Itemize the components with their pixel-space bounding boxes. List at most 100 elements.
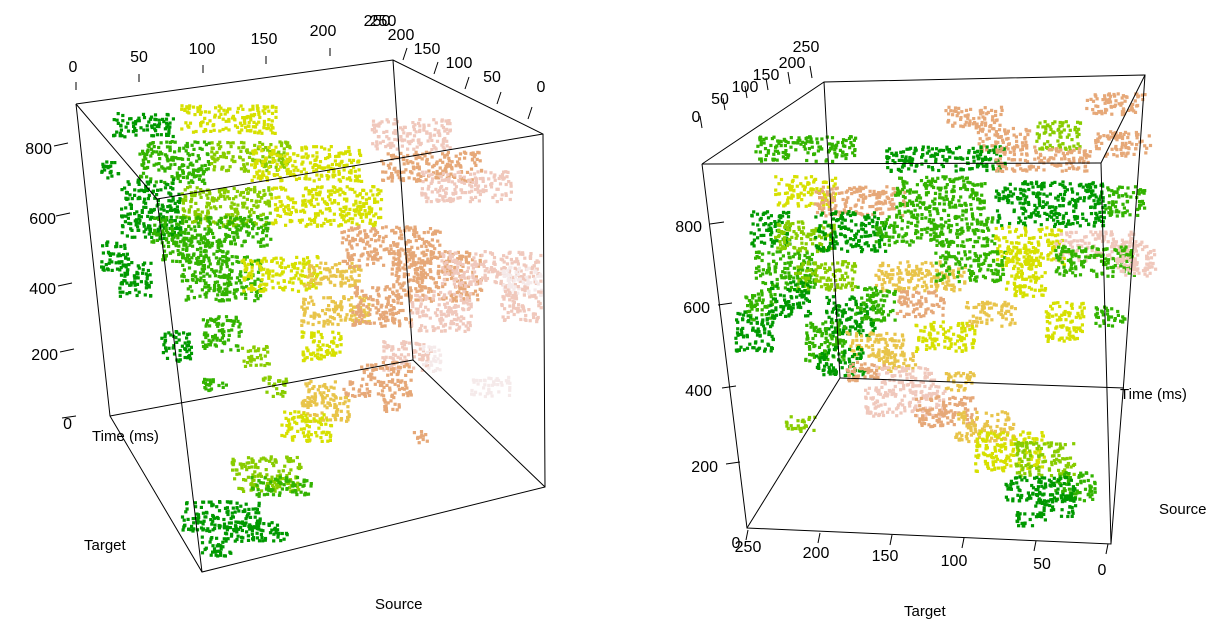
data-point	[441, 141, 445, 145]
data-point	[179, 226, 183, 230]
data-point	[427, 123, 431, 127]
data-point	[323, 312, 327, 316]
data-point	[246, 276, 250, 280]
data-point	[437, 269, 441, 273]
data-point	[170, 224, 174, 228]
data-point	[469, 305, 473, 309]
data-point	[211, 124, 215, 128]
data-point	[427, 241, 431, 245]
data-point	[183, 524, 187, 528]
data-point	[295, 475, 300, 480]
data-point	[224, 155, 228, 160]
data-point	[242, 165, 247, 169]
data-point	[176, 176, 180, 180]
data-point	[208, 262, 212, 266]
data-point	[216, 222, 220, 226]
data-point	[436, 272, 441, 276]
data-point	[134, 221, 138, 225]
data-point	[339, 270, 343, 274]
data-point	[174, 330, 178, 334]
data-point	[481, 276, 485, 280]
data-point	[529, 281, 533, 285]
data-point	[342, 210, 346, 214]
data-point	[405, 362, 409, 367]
data-point	[533, 277, 537, 281]
data-point	[504, 289, 508, 293]
data-point	[142, 189, 147, 194]
data-point	[191, 105, 196, 109]
data-point	[333, 301, 337, 305]
data-point	[371, 185, 375, 189]
data-point	[493, 280, 497, 284]
data-point	[510, 261, 514, 265]
data-point	[185, 176, 189, 180]
data-point	[271, 488, 275, 492]
data-point	[412, 355, 416, 359]
data-point	[141, 271, 145, 275]
data-point	[137, 189, 141, 193]
data-point	[351, 239, 355, 243]
data-point	[224, 119, 228, 123]
data-point	[456, 262, 460, 266]
data-point	[278, 140, 282, 144]
data-point	[237, 146, 241, 150]
data-point	[335, 344, 339, 348]
data-point	[196, 109, 200, 114]
data-point	[159, 188, 163, 192]
data-point	[323, 200, 327, 204]
data-point	[458, 196, 462, 200]
data-point	[227, 117, 231, 122]
data-point	[319, 166, 323, 170]
data-point	[454, 191, 458, 195]
data-point	[150, 134, 154, 138]
data-point	[133, 122, 138, 126]
data-point	[253, 282, 257, 286]
data-point	[114, 261, 118, 265]
data-point	[269, 487, 273, 491]
data-point	[325, 343, 329, 347]
data-point	[313, 212, 318, 216]
data-point	[441, 152, 445, 156]
data-point	[287, 280, 292, 284]
data-point	[262, 105, 266, 109]
data-point	[266, 226, 270, 230]
data-point	[164, 349, 168, 353]
data-point	[423, 271, 427, 275]
data-point	[468, 324, 472, 328]
data-point	[299, 170, 303, 174]
data-point	[249, 349, 253, 353]
data-point	[224, 215, 228, 219]
data-point	[319, 173, 323, 177]
data-point	[390, 229, 394, 233]
data-point	[441, 145, 445, 149]
data-point	[392, 283, 396, 287]
data-point	[397, 226, 401, 230]
data-point	[200, 267, 204, 271]
data-point	[167, 131, 171, 135]
data-point	[412, 366, 416, 370]
data-point	[341, 277, 345, 281]
data-point	[461, 322, 465, 326]
data-point	[355, 194, 359, 198]
data-point	[293, 159, 297, 164]
data-point	[132, 124, 136, 128]
data-point	[144, 272, 148, 276]
data-point	[396, 384, 400, 388]
data-point	[154, 180, 158, 184]
data-point	[202, 527, 206, 531]
data-point	[452, 278, 456, 282]
data-point	[266, 350, 270, 354]
data-point	[224, 169, 229, 173]
data-point	[233, 242, 237, 246]
data-point	[408, 132, 412, 136]
data-point	[441, 266, 445, 270]
data-point	[448, 256, 453, 260]
data-point	[262, 289, 266, 293]
data-point	[357, 279, 361, 283]
data-point	[297, 466, 301, 471]
data-point	[319, 436, 323, 440]
data-point	[424, 295, 428, 299]
data-point	[312, 396, 316, 401]
data-point	[128, 212, 132, 216]
data-point	[334, 396, 338, 400]
